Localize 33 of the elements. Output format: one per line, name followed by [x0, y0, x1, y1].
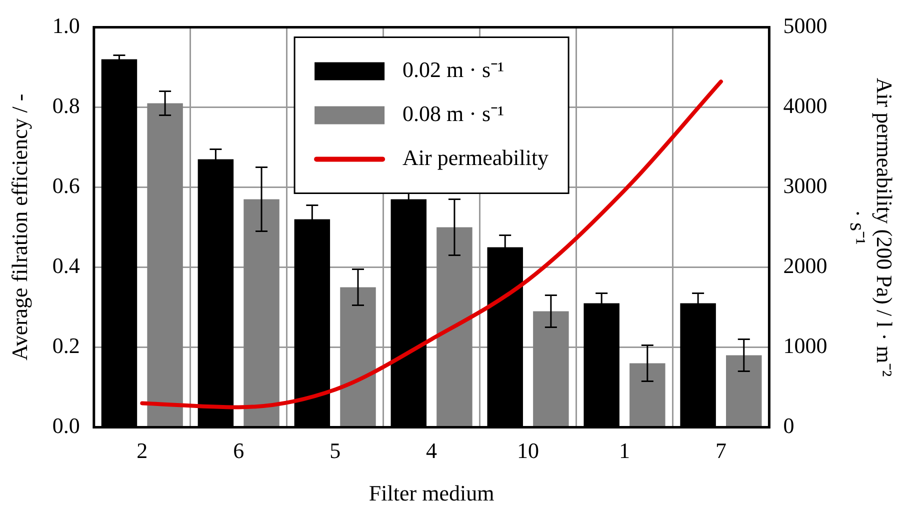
bar — [436, 227, 472, 426]
y2-tick-label: 5000 — [783, 12, 828, 38]
legend-label: Air permeability — [402, 144, 549, 170]
bar — [533, 311, 569, 426]
y-tick-label: 0.2 — [52, 332, 80, 358]
y-tick-label: 0.4 — [52, 252, 80, 278]
bar — [630, 363, 666, 426]
y-tick-label: 1.0 — [52, 12, 80, 38]
y2-tick-label: 2000 — [783, 252, 828, 278]
x-tick-label: 4 — [426, 438, 438, 464]
bar — [726, 355, 762, 426]
bar — [340, 287, 376, 426]
legend-label: 0.08 m · s⁻¹ — [402, 100, 504, 126]
y2-tick-label: 3000 — [783, 172, 828, 198]
x-tick-label: 10 — [517, 438, 540, 464]
x-tick-label: 2 — [136, 438, 148, 464]
y-axis-title: Average filration efficiency / - — [6, 94, 32, 361]
line-series — [140, 80, 723, 410]
x-tick-label: 7 — [715, 438, 726, 464]
y-tick-label: 0.0 — [52, 412, 80, 438]
bar — [244, 199, 280, 426]
y2-tick-label: 4000 — [783, 92, 828, 118]
y2-tick-label: 0 — [783, 412, 794, 438]
bar — [147, 103, 183, 426]
y-tick-label: 0.6 — [52, 172, 80, 198]
x-tick-label: 6 — [233, 438, 244, 464]
legend-label: 0.02 m · s⁻¹ — [402, 56, 504, 82]
x-tick-label: 5 — [330, 438, 341, 464]
y-tick-label: 0.8 — [52, 92, 80, 118]
y2-axis-title: Air permeability (200 Pa) / l · m⁻² · s⁻¹ — [846, 78, 898, 378]
x-tick-label: 1 — [618, 438, 630, 464]
y2-tick-label: 1000 — [783, 332, 828, 358]
x-axis-title: Filter medium — [368, 480, 494, 506]
